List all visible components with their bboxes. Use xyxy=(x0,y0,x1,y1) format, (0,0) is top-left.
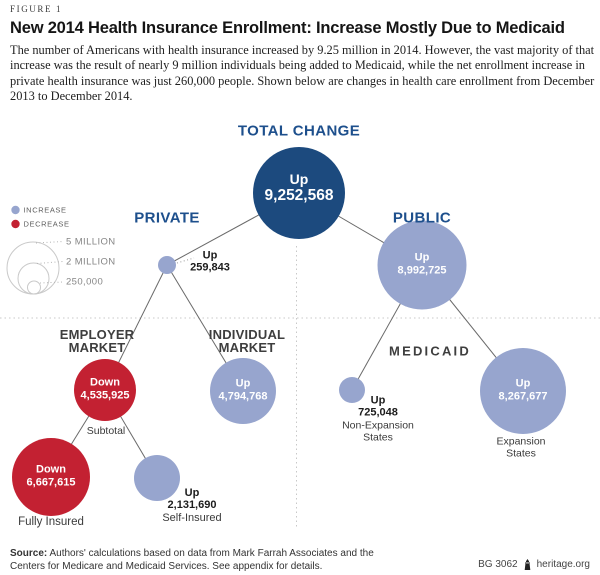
source-text-line1: Authors' calculations based on data from… xyxy=(47,548,374,559)
employer-direction: Down xyxy=(90,376,120,389)
public-value: Up 8,992,725 xyxy=(398,251,447,276)
legend-increase-label: INCREASE xyxy=(23,205,67,215)
self-insured-label: Self-Insured xyxy=(162,511,222,524)
fully-insured-value: Down 6,667,615 xyxy=(27,463,76,488)
leader-private-value xyxy=(176,257,195,264)
self-insured-label-block: Up 2,131,690 Self-Insured xyxy=(162,487,221,525)
self-insured-direction: Up xyxy=(184,487,200,500)
non-expansion-label-block: Up 725,048 Non-Expansion States xyxy=(342,394,414,443)
self-insured-number: 2,131,690 xyxy=(167,499,217,512)
document-id: BG 3062 xyxy=(478,559,518,570)
legend-decrease-label: DECREASE xyxy=(23,219,70,229)
scale-key-leaders xyxy=(35,241,64,284)
private-subtotal-number: 259,843 xyxy=(190,262,230,274)
site-link[interactable]: heritage.org xyxy=(536,559,590,570)
heading-public: PUBLIC xyxy=(392,209,452,227)
public-direction: Up xyxy=(414,251,430,264)
increase-dot-icon xyxy=(11,205,20,215)
scale-circle-2m xyxy=(17,262,50,295)
heading-total-change: TOTAL CHANGE xyxy=(237,122,361,140)
public-bubble xyxy=(377,220,467,310)
individual-heading-line2: MARKET xyxy=(218,340,276,355)
total-change-value: Up 9,252,568 xyxy=(265,171,334,205)
public-number: 8,992,725 xyxy=(397,264,447,276)
scale-label-250k: 250,000 xyxy=(66,276,104,288)
expansion-number: 8,267,677 xyxy=(498,390,548,402)
source-label: Source: xyxy=(10,548,48,559)
individual-heading-line1: INDIVIDUAL xyxy=(208,327,286,342)
scale-label-2m: 2 MILLION xyxy=(66,256,116,267)
private-subtotal-value: Up 259,843 xyxy=(190,250,230,275)
decrease-dot-icon xyxy=(11,219,20,229)
non-expansion-bubble xyxy=(339,377,365,403)
source-text-line2: Centers for Medicare and Medicaid Servic… xyxy=(10,561,323,572)
employer-number: 4,535,925 xyxy=(80,389,130,401)
heading-individual-market: INDIVIDUAL MARKET xyxy=(209,328,285,354)
employer-value: Down 4,535,925 xyxy=(81,376,130,401)
non-expansion-direction: Up xyxy=(370,394,386,407)
heritage-building-icon xyxy=(522,559,533,570)
individual-market-bubble xyxy=(210,358,276,424)
heading-private: PRIVATE xyxy=(134,209,200,227)
private-subtotal-direction: Up xyxy=(202,249,218,262)
fully-insured-bubble xyxy=(12,438,90,516)
page-title: New 2014 Health Insurance Enrollment: In… xyxy=(10,19,565,37)
leader-scale-5m xyxy=(35,241,64,244)
expansion-value: Up 8,267,677 xyxy=(499,377,548,402)
scale-circle-5m xyxy=(6,241,60,295)
total-change-number: 9,252,568 xyxy=(264,187,334,205)
non-expansion-label-line1: Non-Expansion xyxy=(342,418,414,431)
employer-market-bubble xyxy=(74,359,136,421)
expansion-label-line1: Expansion xyxy=(496,435,546,448)
fully-insured-number: 6,667,615 xyxy=(26,476,76,488)
non-expansion-number: 725,048 xyxy=(358,406,398,419)
self-insured-bubble xyxy=(134,455,180,501)
leader-scale-250k xyxy=(39,281,64,284)
employer-subtotal-note: Subtotal xyxy=(86,425,126,437)
employer-heading-line2: MARKET xyxy=(68,340,126,355)
total-change-bubble xyxy=(253,147,345,239)
non-expansion-label-line2: States xyxy=(363,431,393,444)
footer-branding: BG 3062 heritage.org xyxy=(478,559,590,570)
expansion-direction: Up xyxy=(515,377,531,390)
expansion-label-line2: States xyxy=(506,448,536,460)
individual-number: 4,794,768 xyxy=(218,390,268,402)
leader-scale-2m xyxy=(36,261,64,264)
source-note: Source: Authors' calculations based on d… xyxy=(10,547,410,573)
heading-medicaid: MEDICAID xyxy=(389,343,471,359)
fully-insured-direction: Down xyxy=(36,463,66,476)
scale-key-circles xyxy=(6,241,60,295)
individual-direction: Up xyxy=(235,377,251,390)
fully-insured-label: Fully Insured xyxy=(18,516,84,528)
individual-value: Up 4,794,768 xyxy=(219,377,268,402)
private-subtotal-bubble xyxy=(158,256,176,274)
figure-tag: FIGURE 1 xyxy=(10,4,63,14)
scale-label-5m: 5 MILLION xyxy=(66,236,116,247)
employer-heading-line1: EMPLOYER xyxy=(59,327,135,342)
heading-employer-market: EMPLOYER MARKET xyxy=(60,328,135,354)
total-change-direction: Up xyxy=(289,171,309,188)
scale-circle-250k xyxy=(27,280,41,295)
expansion-bubble xyxy=(480,348,566,434)
figure-description: The number of Americans with health insu… xyxy=(10,43,595,104)
expansion-label-block: Expansion States xyxy=(496,436,545,461)
